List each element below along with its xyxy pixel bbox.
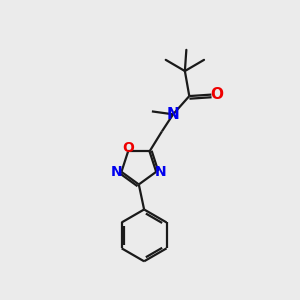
Text: O: O xyxy=(210,87,223,102)
Text: N: N xyxy=(167,107,179,122)
Text: N: N xyxy=(111,165,123,179)
Text: N: N xyxy=(155,165,167,179)
Text: O: O xyxy=(122,141,134,155)
